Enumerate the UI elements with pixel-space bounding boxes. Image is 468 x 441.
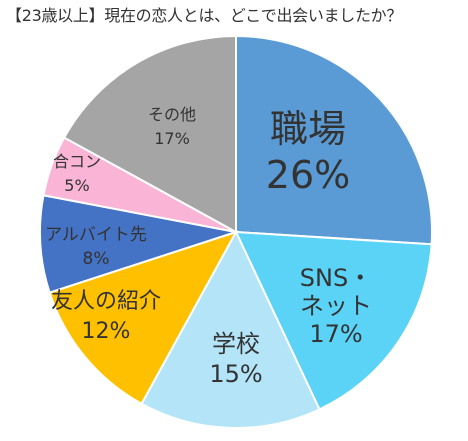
pie-slices xyxy=(39,34,433,429)
slice-value: 5% xyxy=(64,176,89,195)
pie-slice xyxy=(235,34,433,246)
slice-label: 職場 xyxy=(270,107,346,151)
slice-label: アルバイト先 xyxy=(45,225,147,245)
slice-label: SNS・ xyxy=(300,264,372,292)
pie-slice xyxy=(62,34,237,234)
slice-value: 15% xyxy=(209,360,262,388)
pie-slice xyxy=(234,230,433,411)
pie-slice xyxy=(39,194,237,294)
slice-value: 8% xyxy=(83,249,110,269)
slice-label: 友人の紹介 xyxy=(51,289,161,314)
pie-slice xyxy=(140,229,321,429)
slice-label: ネット xyxy=(300,292,372,320)
slice-value: 17% xyxy=(309,320,362,348)
slice-label: 合コン xyxy=(53,152,101,171)
pie-slice xyxy=(48,230,239,406)
slice-value: 12% xyxy=(82,319,131,344)
slice-label: 学校 xyxy=(212,330,260,358)
slice-value: 26% xyxy=(266,153,350,197)
pie-labels: 職場26%SNS・ネット17%学校15%友人の紹介12%アルバイト先8%合コン5… xyxy=(45,105,372,388)
chart-title: 【23歳以上】現在の恋人とは、どこで出会いましたか？ xyxy=(6,6,403,25)
slice-value: 17% xyxy=(154,129,190,148)
slice-label: その他 xyxy=(148,105,196,124)
